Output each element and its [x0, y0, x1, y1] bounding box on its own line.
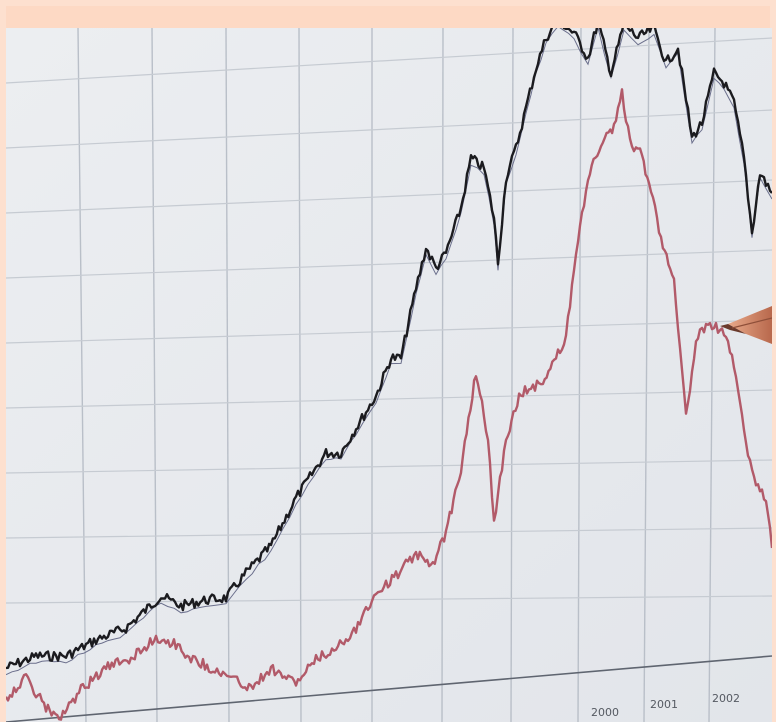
- pen-pointer: [720, 306, 772, 344]
- year-label-2002: 2002: [712, 692, 740, 705]
- year-label-2001: 2001: [650, 698, 678, 711]
- upper-series-trend: [6, 28, 772, 676]
- vertical-grid: [77, 28, 716, 722]
- top-banner: [6, 6, 770, 28]
- stock-chart-photo: 2000 2001 2002: [6, 28, 772, 722]
- chart-svg: 2000 2001 2002: [6, 28, 772, 722]
- year-label-2000: 2000: [591, 706, 619, 719]
- lower-series-line: [6, 88, 772, 721]
- chart-background: [6, 28, 772, 722]
- baseline-axis: [6, 655, 772, 722]
- upper-series-line: [6, 28, 772, 670]
- horizontal-grid: [6, 37, 772, 604]
